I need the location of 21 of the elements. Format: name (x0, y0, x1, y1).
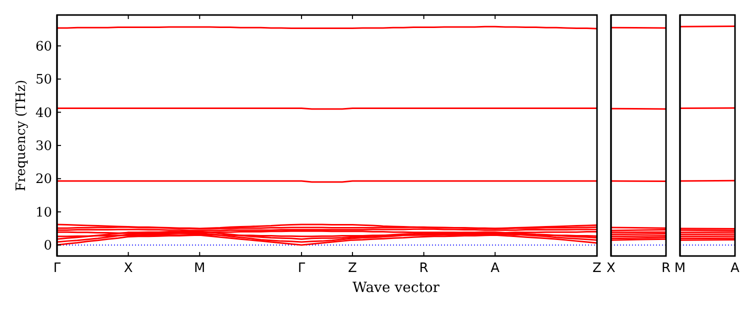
x-tick-label: A (490, 261, 500, 276)
y-tick-label: 0 (44, 238, 52, 254)
x-tick-label: R (661, 261, 671, 276)
y-tick-label: 40 (35, 106, 52, 121)
y-tick-label: 10 (35, 205, 52, 220)
x-tick-label: X (606, 261, 616, 276)
x-tick-label: M (674, 261, 686, 276)
x-axis-title: Wave vector (352, 280, 440, 296)
y-tick-label: 50 (35, 72, 52, 88)
x-tick-label: R (419, 261, 428, 276)
x-tick-label: Z (592, 261, 602, 276)
x-tick-label: Γ (53, 261, 62, 276)
y-tick-label: 60 (35, 39, 52, 54)
y-tick-label: 30 (35, 139, 52, 154)
x-tick-label: X (124, 261, 133, 276)
x-tick-label: Γ (298, 261, 306, 276)
y-tick-label: 20 (35, 172, 52, 188)
x-tick-label: Z (348, 261, 358, 276)
x-tick-label: A (730, 261, 740, 276)
y-axis-title: Frequency (THz) (14, 80, 29, 192)
x-tick-label: M (194, 261, 206, 276)
